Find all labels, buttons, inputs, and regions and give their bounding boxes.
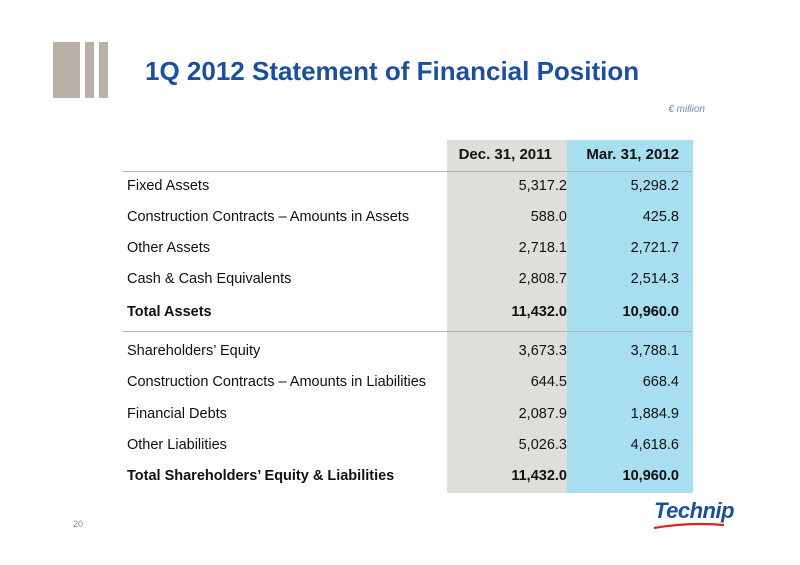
- value-mar-2012: 425.8: [642, 209, 679, 225]
- value-dec-2011: 2,087.9: [518, 406, 567, 422]
- page-number: 20: [73, 519, 84, 529]
- row-label: Total Assets: [127, 304, 212, 320]
- row-label: Construction Contracts – Amounts in Liab…: [127, 374, 427, 390]
- value-mar-2012: 10,960.0: [622, 468, 679, 484]
- table-row: Construction Contracts – Amounts in Asse…: [127, 209, 693, 229]
- row-label: Other Liabilities: [127, 437, 227, 453]
- table-row: Total Assets 11,432.0 10,960.0: [127, 304, 693, 324]
- decorative-bars: [53, 42, 113, 98]
- value-dec-2011: 2,718.1: [518, 240, 567, 256]
- logo-swoosh-icon: [653, 522, 725, 530]
- row-label: Financial Debts: [127, 406, 227, 422]
- mar-column-background: [567, 140, 693, 493]
- unit-label: € million: [668, 104, 705, 115]
- table-row: Fixed Assets 5,317.2 5,298.2: [127, 178, 693, 198]
- row-label: Cash & Cash Equivalents: [127, 271, 292, 287]
- dec-column-background: [447, 140, 567, 493]
- value-mar-2012: 4,618.6: [630, 437, 679, 453]
- value-dec-2011: 2,808.7: [518, 271, 567, 287]
- table-row: Construction Contracts – Amounts in Liab…: [127, 374, 693, 394]
- value-mar-2012: 10,960.0: [622, 304, 679, 320]
- value-mar-2012: 668.4: [642, 374, 679, 390]
- technip-logo: Technip: [650, 498, 735, 532]
- value-dec-2011: 588.0: [530, 209, 567, 225]
- value-mar-2012: 1,884.9: [630, 406, 679, 422]
- value-dec-2011: 3,673.3: [518, 343, 567, 359]
- table-row: Total Shareholders’ Equity & Liabilities…: [127, 468, 693, 488]
- section-divider: [123, 331, 693, 332]
- row-label: Construction Contracts – Amounts in Asse…: [127, 209, 410, 225]
- value-dec-2011: 11,432.0: [511, 304, 567, 320]
- table-row: Cash & Cash Equivalents 2,808.7 2,514.3: [127, 271, 693, 291]
- table-row: Other Liabilities 5,026.3 4,618.6: [127, 437, 693, 457]
- row-label: Fixed Assets: [127, 178, 210, 194]
- header-dec-2011: Dec. 31, 2011: [458, 146, 552, 163]
- value-mar-2012: 2,514.3: [630, 271, 679, 287]
- value-mar-2012: 2,721.7: [630, 240, 679, 256]
- table-row: Shareholders’ Equity 3,673.3 3,788.1: [127, 343, 693, 363]
- slide-title: 1Q 2012 Statement of Financial Position: [145, 56, 640, 86]
- value-dec-2011: 11,432.0: [511, 468, 567, 484]
- row-label: Total Shareholders’ Equity & Liabilities: [127, 468, 395, 484]
- table-row: Financial Debts 2,087.9 1,884.9: [127, 406, 693, 426]
- row-label: Shareholders’ Equity: [127, 343, 261, 359]
- value-dec-2011: 5,317.2: [518, 178, 567, 194]
- value-dec-2011: 644.5: [530, 374, 567, 390]
- header-mar-2012: Mar. 31, 2012: [586, 146, 679, 163]
- value-dec-2011: 5,026.3: [518, 437, 567, 453]
- header-divider: [123, 171, 693, 172]
- logo-wordmark: Technip: [654, 498, 735, 523]
- row-label: Other Assets: [127, 240, 211, 256]
- table-row: Other Assets 2,718.1 2,721.7: [127, 240, 693, 260]
- value-mar-2012: 5,298.2: [630, 178, 679, 194]
- value-mar-2012: 3,788.1: [630, 343, 679, 359]
